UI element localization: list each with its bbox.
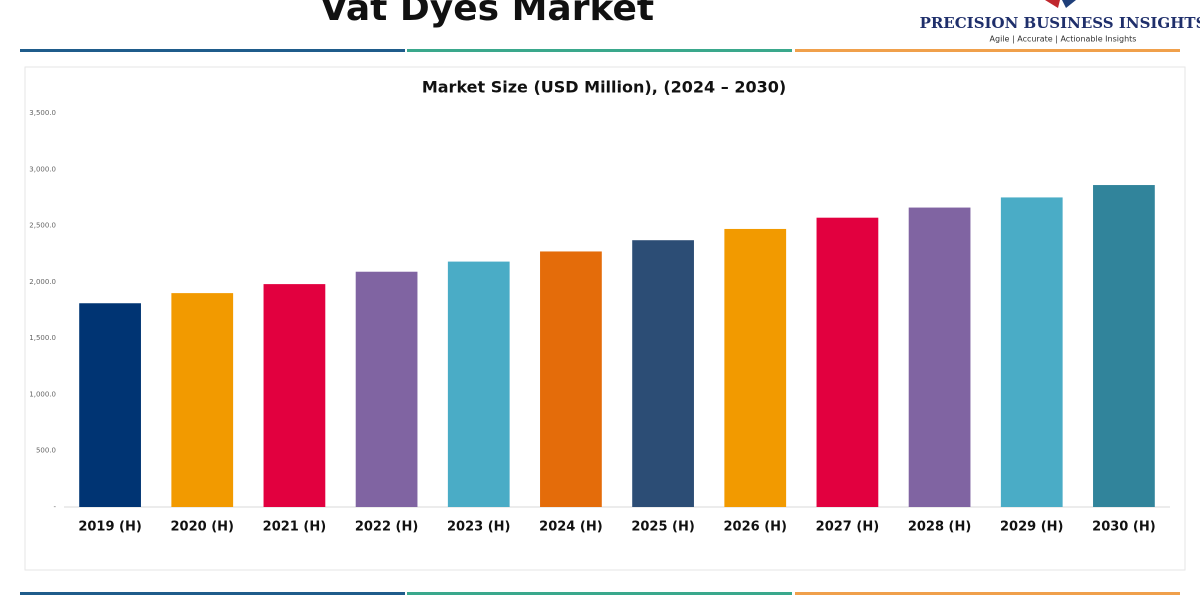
y-tick-label: 3,000.0 — [29, 165, 56, 173]
x-tick-label: 2021 (H) — [263, 520, 326, 535]
bar — [908, 207, 971, 507]
x-tick-label: 2030 (H) — [1092, 520, 1155, 535]
bar — [263, 284, 326, 507]
x-tick-label: 2025 (H) — [631, 520, 694, 535]
x-tick-label: 2023 (H) — [447, 520, 510, 535]
x-tick-label: 2022 (H) — [355, 520, 418, 535]
bar — [79, 303, 141, 507]
x-tick-label: 2029 (H) — [1000, 520, 1063, 535]
y-tick-label: 1,000.0 — [29, 390, 56, 398]
page-title: Vat Dyes Market — [320, 0, 654, 29]
x-tick-label: 2020 (H) — [171, 520, 234, 535]
bar — [355, 271, 418, 507]
x-tick-label: 2027 (H) — [816, 520, 879, 535]
bar — [540, 251, 602, 507]
bar — [171, 293, 234, 507]
brand: PRECISION BUSINESS INSIGHTS — [920, 14, 1200, 32]
y-tick-label: 2,000.0 — [29, 278, 56, 286]
chart-title: Market Size (USD Million), (2024 – 2030) — [422, 78, 786, 97]
bar — [447, 261, 510, 507]
x-tick-label: 2026 (H) — [724, 520, 787, 535]
bar — [1000, 197, 1063, 507]
y-tick-label: - — [53, 503, 56, 511]
bar — [816, 217, 879, 508]
bar — [1093, 185, 1155, 507]
logo-mark — [1045, 0, 1060, 8]
y-tick-label: 1,500.0 — [29, 334, 56, 342]
x-tick-label: 2028 (H) — [908, 520, 971, 535]
divider — [20, 49, 1180, 595]
bar — [632, 240, 694, 507]
tagline: Agile | Accurate | Actionable Insights — [990, 35, 1137, 44]
x-tick-label: 2019 (H) — [78, 520, 141, 535]
y-tick-label: 2,500.0 — [29, 222, 56, 230]
y-tick-label: 500.0 — [36, 447, 56, 455]
bar — [724, 228, 787, 507]
x-tick-label: 2024 (H) — [539, 520, 602, 535]
logo-mark — [1062, 0, 1076, 8]
y-tick-label: 3,500.0 — [29, 109, 56, 117]
